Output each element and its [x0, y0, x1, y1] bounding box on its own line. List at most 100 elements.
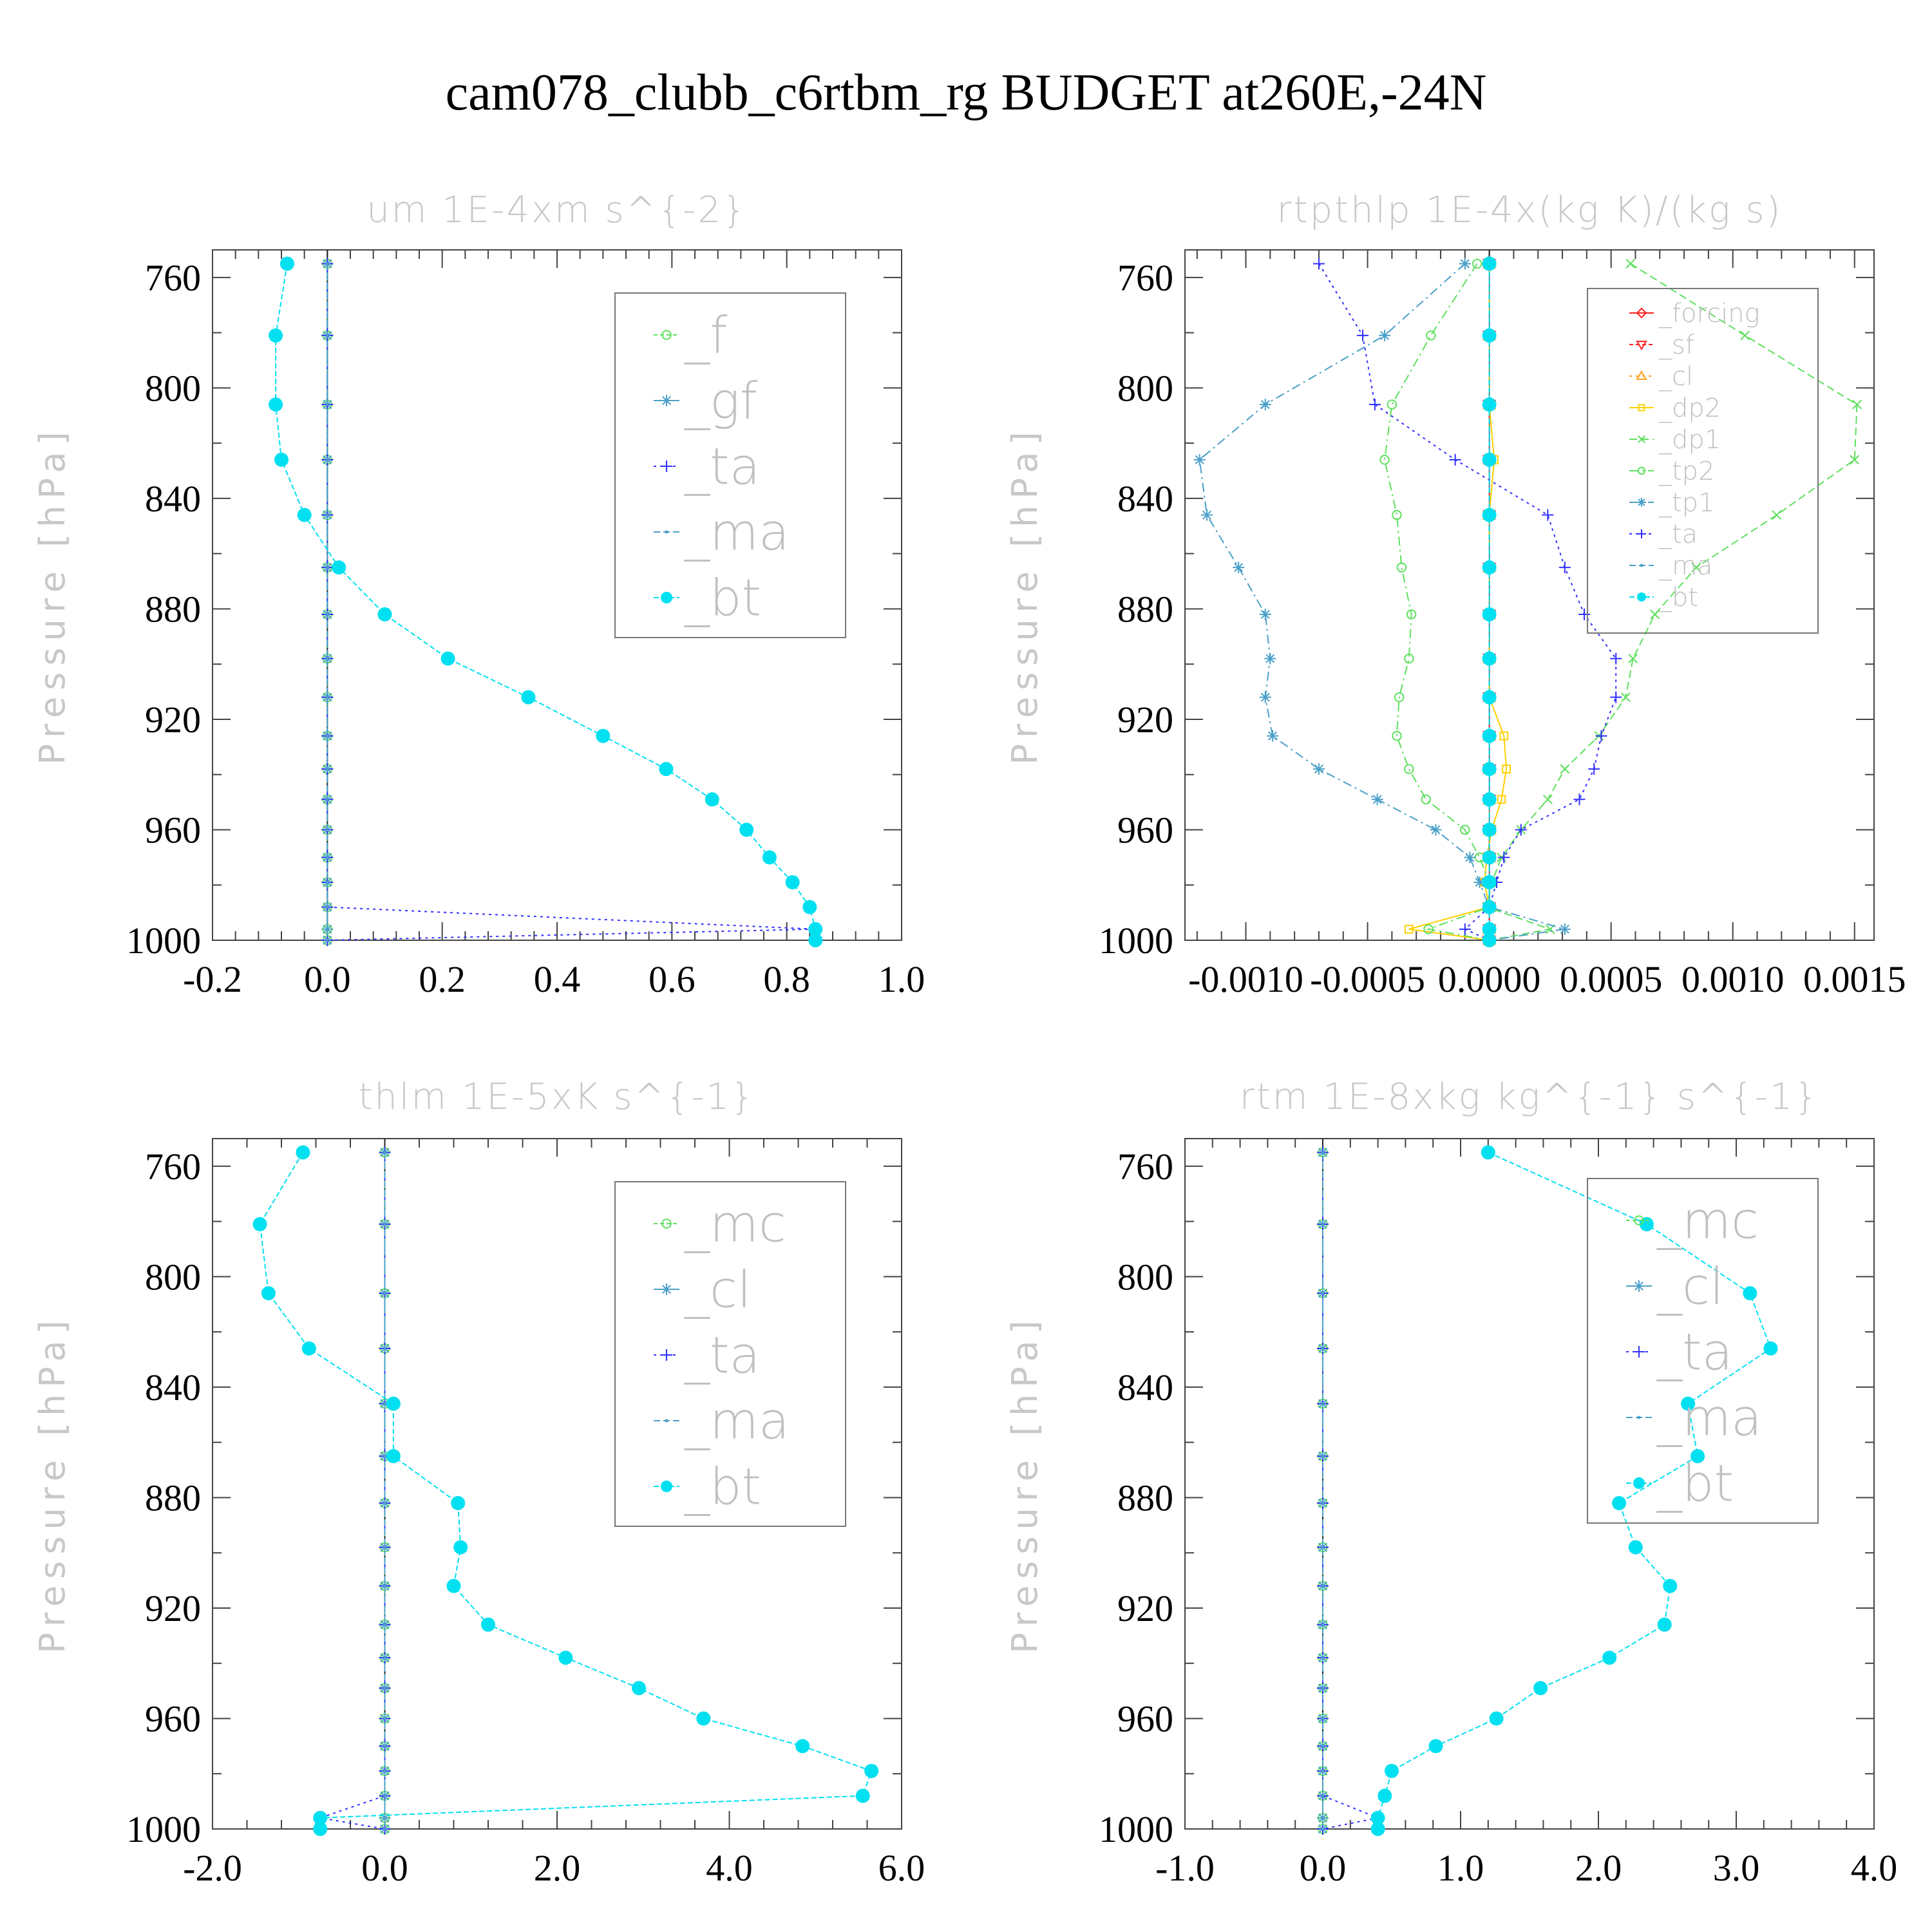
point-bt: [297, 507, 312, 522]
point-ma: [383, 1347, 386, 1350]
panel-title-rtm: rtm 1E-8xkg kg^{-1} s^{-1}: [1240, 1076, 1819, 1118]
point-ma: [325, 880, 329, 884]
point-bt: [864, 1763, 879, 1778]
panel-rtm: rtm 1E-8xkg kg^{-1} s^{-1} 760 800 840 880 9…: [1005, 1076, 1897, 1889]
legend-label-ta: _ta: [684, 1327, 760, 1385]
legend-label-ta: _ta: [1656, 1323, 1732, 1381]
point-ma: [383, 1291, 386, 1295]
point-bt: [696, 1711, 711, 1726]
point-ma: [383, 1686, 386, 1690]
x-tick-label: 2.0: [534, 1847, 581, 1889]
legend-label-dp1: _dp1: [1658, 425, 1721, 455]
series-bt: [1370, 1145, 1778, 1836]
point-ma: [1321, 1769, 1325, 1773]
point-bt: [1657, 1617, 1672, 1632]
series-bt: [1482, 256, 1497, 947]
legend-label-bt: _bt: [684, 1458, 761, 1516]
point-bt: [632, 1681, 647, 1696]
figure-title: cam078_clubb_c6rtbm_rg BUDGET at260E,-24…: [446, 64, 1487, 121]
series-ma: [1321, 1150, 1325, 1831]
legend-marker-ta: [1633, 1346, 1645, 1358]
y-tick-label: 840: [145, 1367, 201, 1408]
point-bt: [1612, 1496, 1627, 1511]
point-tp2: [1394, 692, 1405, 703]
point-ma: [1321, 1291, 1325, 1295]
point-ma: [383, 1744, 386, 1748]
legend-box: [1587, 1178, 1819, 1524]
point-tp2: [1423, 924, 1434, 934]
y-tick-label: 800: [145, 367, 201, 409]
x-tick-label: 0.0010: [1681, 958, 1785, 1000]
series-dp2: [1404, 259, 1511, 945]
legend-label-ta: _ta: [1658, 520, 1698, 549]
point-tp1: [1193, 453, 1206, 466]
legend-marker-tp2: [1637, 466, 1646, 475]
legend-marker-cl: [1636, 370, 1647, 380]
y-tick-label: 920: [1117, 699, 1173, 741]
point-ta: [1449, 453, 1461, 466]
legend-marker-cl: [1633, 1280, 1645, 1292]
legend-marker-bt: [1637, 592, 1646, 601]
panel-rtpthlp: rtpthlp 1E-4x(kg K)/(kg s) 760 800 840 880 9…: [1005, 189, 1906, 1000]
x-tick-label: 0.6: [649, 958, 696, 1000]
point-tp2: [1406, 609, 1417, 620]
point-ma: [383, 1150, 386, 1154]
legend-label-mc: _mc: [1656, 1192, 1759, 1250]
x-tick-label: 4.0: [706, 1847, 753, 1889]
point-bt: [1482, 900, 1497, 914]
legend-marker-bt: [1633, 1477, 1645, 1489]
point-tp2: [1404, 764, 1414, 774]
point-ta: [1573, 793, 1586, 806]
y-tick-label: 840: [145, 478, 201, 520]
legend-marker-dp1: [1638, 435, 1645, 443]
point-ta: [1610, 691, 1622, 703]
legend-label-tp2: _tp2: [1658, 457, 1715, 486]
point-bt: [1681, 1396, 1696, 1411]
legend-marker-forcing: [1636, 307, 1647, 319]
point-bt: [795, 1739, 810, 1754]
point-bt: [313, 1810, 328, 1825]
point-dp2: [1499, 731, 1509, 741]
x-tick-label: 0.0015: [1803, 958, 1906, 1000]
point-ma: [383, 1402, 386, 1406]
x-tick-label: -0.0010: [1188, 958, 1303, 1000]
legend: _f _gf _ta _ma _bt: [614, 292, 846, 638]
point-bt: [1690, 1449, 1705, 1464]
x-tick-label: 4.0: [1851, 1847, 1898, 1889]
point-ma: [325, 334, 329, 337]
x-tick-label: 0.0: [361, 1847, 408, 1889]
plot-frame: [1184, 1138, 1875, 1830]
legend-label-cl: _cl: [684, 1261, 752, 1319]
y-tick-label: 880: [145, 1477, 201, 1519]
point-dp1: [1850, 455, 1860, 465]
legend-label-gf: _gf: [684, 372, 758, 430]
point-ma: [383, 1222, 386, 1226]
point-tp2: [1392, 509, 1402, 520]
point-bt: [808, 933, 823, 947]
x-tick-label: 0.8: [763, 958, 810, 1000]
point-bt: [446, 1578, 461, 1593]
point-bt: [1743, 1286, 1757, 1301]
series-line-ta: [319, 1152, 386, 1830]
point-tp1: [1259, 399, 1271, 411]
series-line-bt: [259, 1151, 873, 1829]
point-ma: [383, 1584, 386, 1588]
point-bt: [1481, 1145, 1495, 1160]
point-tp1: [1312, 763, 1325, 775]
plot-frame: [212, 249, 902, 941]
point-dp2: [1404, 924, 1414, 934]
point-bt: [440, 651, 455, 666]
legend-marker-ma: [665, 1419, 668, 1423]
legend-label-ma: _ma: [1658, 551, 1712, 581]
x-tick-label: -0.0005: [1310, 958, 1425, 1000]
point-ma: [383, 1827, 386, 1831]
point-ma: [383, 1454, 386, 1458]
series-line-ta: [1322, 1152, 1381, 1830]
point-tp2: [1472, 258, 1482, 269]
point-bt: [301, 1341, 316, 1356]
point-tp1: [1379, 329, 1391, 341]
x-tick-label: 2.0: [1575, 1847, 1622, 1889]
point-dp1: [1625, 258, 1636, 269]
point-bt: [1628, 1540, 1643, 1555]
point-bt: [1482, 452, 1497, 467]
